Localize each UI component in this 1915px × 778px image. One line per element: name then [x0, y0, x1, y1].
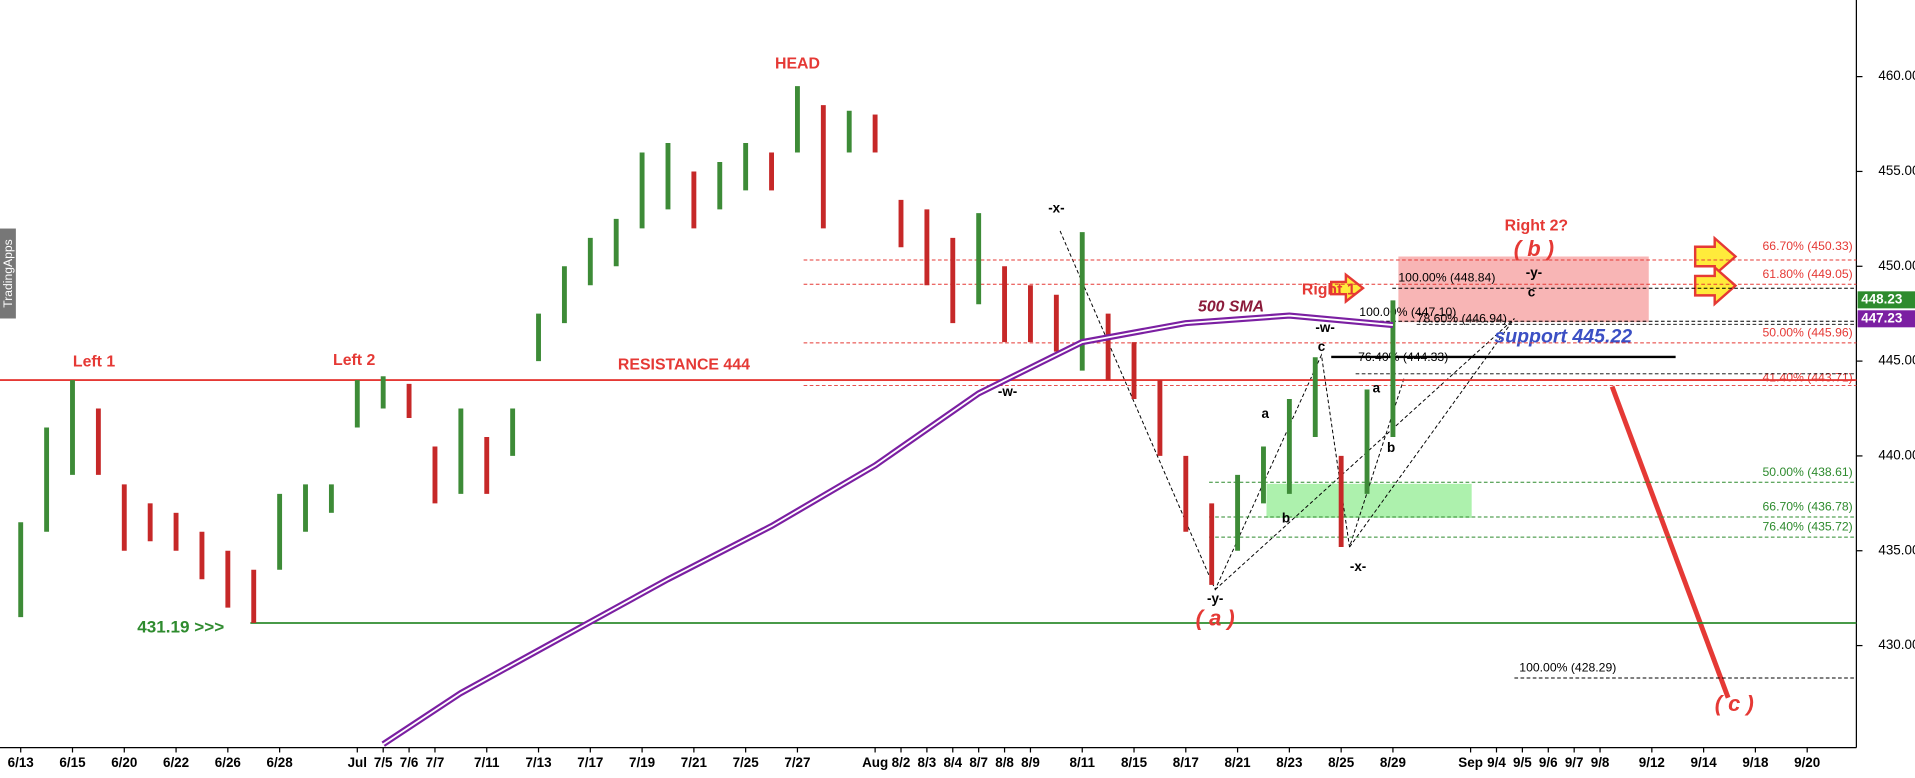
price-tag: [1857, 310, 1915, 328]
x-tick-label: 8/21: [1225, 755, 1252, 770]
annotation: -w-: [998, 384, 1017, 399]
x-tick-label: 8/9: [1021, 755, 1040, 770]
annotation: Left 2: [333, 352, 376, 369]
y-tick-label: 430.00: [1878, 637, 1915, 652]
x-tick-label: 9/7: [1565, 755, 1584, 770]
x-tick-label: 8/29: [1380, 755, 1406, 770]
annotation: a: [1262, 406, 1270, 421]
watermark-tab: [0, 228, 16, 319]
x-tick-label: 8/25: [1328, 755, 1355, 770]
x-tick-label: 7/25: [733, 755, 760, 770]
level-label: 100.00% (428.29): [1519, 661, 1616, 675]
x-tick-label: 7/6: [400, 755, 419, 770]
x-tick-label: 8/11: [1070, 755, 1096, 770]
x-tick-label: 7/13: [525, 755, 551, 770]
price-tag: [1857, 291, 1915, 309]
y-tick-label: 435.00: [1878, 542, 1915, 557]
x-tick-label: Jul: [348, 755, 367, 770]
x-tick-label: 9/18: [1742, 755, 1769, 770]
annotation: c: [1318, 339, 1326, 354]
sma-line-inner: [382, 314, 1393, 745]
level-label: 66.70% (436.78): [1763, 500, 1853, 514]
x-tick-label: 9/6: [1539, 755, 1558, 770]
x-tick-label: 7/27: [784, 755, 810, 770]
x-tick-label: 9/5: [1513, 755, 1532, 770]
x-tick-label: 8/2: [892, 755, 911, 770]
target-zone: [1398, 256, 1649, 323]
annotation: b: [1282, 511, 1290, 526]
y-tick-label: 460.00: [1878, 68, 1915, 83]
annotation: Right 1: [1302, 282, 1356, 299]
level-label: 76.40% (444.33): [1358, 350, 1448, 364]
x-tick-label: 7/21: [681, 755, 708, 770]
level-label: 431.19 >>>: [137, 617, 224, 636]
annotation: -y-: [1207, 591, 1223, 606]
level-label: 61.80% (449.05): [1763, 267, 1853, 281]
x-tick-label: 7/19: [629, 755, 655, 770]
annotation: b: [1387, 440, 1395, 455]
projection-line: [1609, 385, 1731, 699]
x-tick-label: 6/26: [215, 755, 241, 770]
x-tick-label: 7/11: [474, 755, 500, 770]
x-tick-label: 8/3: [918, 755, 937, 770]
annotation: Left 1: [73, 353, 116, 370]
x-tick-label: 6/13: [8, 755, 34, 770]
x-tick-label: 8/23: [1276, 755, 1302, 770]
level-label: 100.00% (448.84): [1398, 271, 1495, 285]
x-tick-label: 8/7: [969, 755, 988, 770]
x-tick-label: 6/22: [163, 755, 189, 770]
x-tick-label: 8/8: [995, 755, 1014, 770]
annotation: HEAD: [775, 56, 820, 73]
level-label: support 445.22: [1494, 326, 1632, 348]
x-tick-label: 8/17: [1173, 755, 1199, 770]
annotation: 500 SMA: [1198, 299, 1264, 316]
annotation: a: [1373, 381, 1381, 396]
annotation: -y-: [1526, 265, 1542, 280]
x-tick-label: 9/14: [1691, 755, 1718, 770]
price-tag-label: 448.23: [1861, 291, 1902, 306]
arrows: [1329, 235, 1738, 307]
x-tick-label: 7/5: [374, 755, 393, 770]
watermark: TradingApps: [1, 239, 15, 307]
level-label: 41.40% (443.71): [1763, 371, 1853, 385]
annotation: ( a ): [1196, 606, 1235, 631]
x-tick-label: 6/15: [59, 755, 86, 770]
level-label: 78.60% (446.94): [1417, 312, 1507, 326]
annotation: ( c ): [1715, 691, 1754, 716]
level-label: 50.00% (438.61): [1763, 465, 1853, 479]
x-tick-label: 9/20: [1794, 755, 1820, 770]
annotation: ( b ): [1514, 236, 1554, 261]
annotation: -x-: [1048, 201, 1064, 216]
level-label: 100.00% (447.10): [1359, 305, 1456, 319]
annotation: -x-: [1350, 559, 1366, 574]
level-label: 50.00% (445.96): [1763, 325, 1853, 339]
price-tag-label: 447.23: [1861, 310, 1902, 325]
level-label: 76.40% (435.72): [1763, 520, 1853, 534]
x-tick-label: Sep: [1458, 755, 1483, 770]
x-tick-label: 9/12: [1639, 755, 1665, 770]
x-tick-label: 7/17: [577, 755, 603, 770]
y-tick-label: 455.00: [1878, 163, 1915, 178]
x-tick-label: 9/4: [1487, 755, 1506, 770]
x-tick-label: 8/15: [1121, 755, 1148, 770]
x-tick-label: 9/8: [1591, 755, 1610, 770]
x-tick-label: 6/28: [267, 755, 294, 770]
x-tick-label: 6/20: [111, 755, 137, 770]
annotation: -w-: [1315, 320, 1334, 335]
y-tick-label: 445.00: [1878, 353, 1915, 368]
annotation: Right 2?: [1505, 217, 1568, 234]
level-label: RESISTANCE 444: [618, 357, 750, 374]
y-tick-label: 440.00: [1878, 447, 1915, 462]
annotation: c: [1528, 285, 1536, 300]
x-tick-label: Aug: [862, 755, 888, 770]
level-label: 66.70% (450.33): [1763, 239, 1853, 253]
y-tick-label: 450.00: [1878, 258, 1915, 273]
x-tick-label: 7/7: [426, 755, 445, 770]
x-tick-label: 8/4: [943, 755, 962, 770]
